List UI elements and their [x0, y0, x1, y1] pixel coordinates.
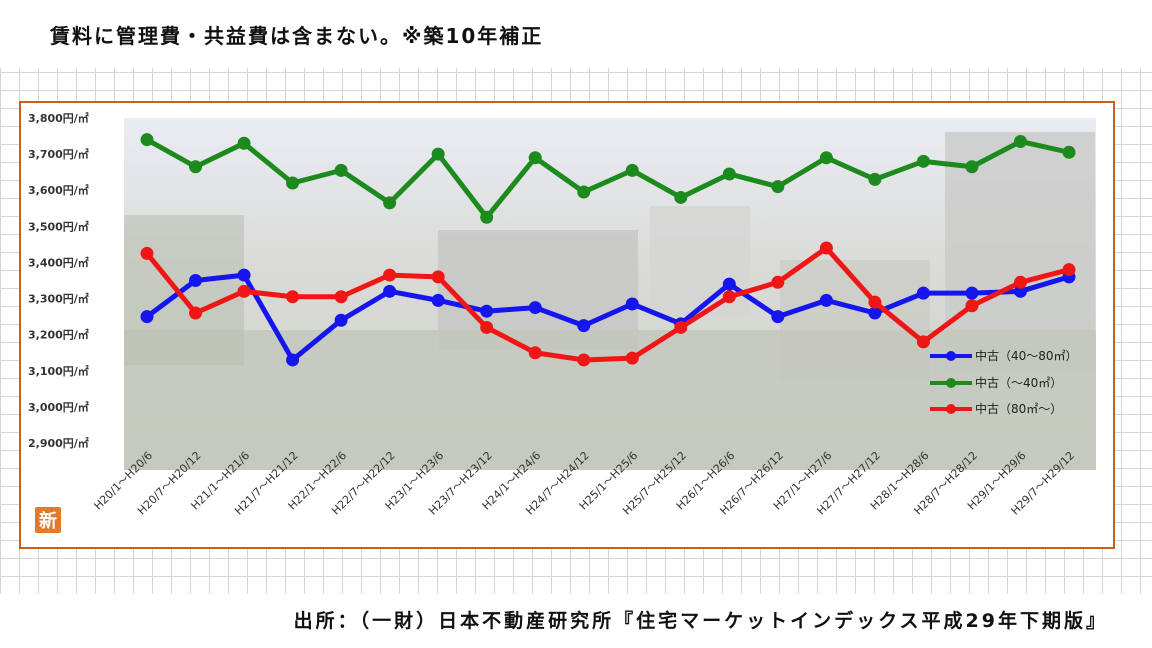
data-point	[868, 306, 882, 320]
legend-swatch-marker	[946, 404, 956, 414]
data-point	[625, 351, 639, 365]
header-band	[0, 0, 1152, 68]
data-point	[189, 160, 203, 174]
y-tick-label: 3,300円/㎡	[28, 292, 89, 306]
footer-band	[0, 594, 1152, 648]
data-point	[1013, 275, 1027, 289]
source-citation: 出所：（一財）日本不動産研究所『住宅マーケットインデックス平成29年下期版』	[293, 610, 1108, 632]
legend-swatch-marker	[946, 378, 956, 388]
legend-label: 中古（40～80㎡）	[975, 348, 1078, 363]
data-point	[334, 290, 348, 304]
y-axis: 3,800円/㎡ 3,700円/㎡ 3,600円/㎡ 3,500円/㎡ 3,400円/㎡…	[28, 111, 89, 450]
data-point	[819, 241, 833, 255]
data-point	[528, 301, 542, 315]
data-point	[868, 172, 882, 186]
data-point	[771, 180, 785, 194]
data-point	[383, 284, 397, 298]
data-point	[431, 293, 445, 307]
data-point	[237, 268, 251, 282]
data-point	[771, 275, 785, 289]
data-point	[819, 151, 833, 165]
x-axis: H20/1～H20/6H20/7～H20/12H21/1～H21/6H21/7～…	[92, 449, 1078, 518]
logo-badge: 新	[35, 507, 61, 533]
data-point	[916, 286, 930, 300]
data-point	[480, 320, 494, 334]
data-point	[237, 284, 251, 298]
data-point	[140, 310, 154, 324]
series-line	[144, 272, 1072, 363]
data-point	[480, 304, 494, 318]
legend-label: 中古（～40㎡）	[975, 375, 1062, 390]
y-tick-label: 3,800円/㎡	[28, 111, 89, 125]
data-point	[1062, 145, 1076, 159]
data-point	[625, 163, 639, 177]
legend: 中古（40～80㎡） 中古（～40㎡） 中古（80㎡～）	[930, 348, 1078, 416]
data-point	[334, 163, 348, 177]
data-point	[722, 290, 736, 304]
rent-note: 賃料に管理費・共益費は含まない。※築10年補正	[50, 24, 544, 48]
data-point	[625, 297, 639, 311]
data-point	[916, 154, 930, 168]
data-point	[237, 136, 251, 150]
legend-swatch-marker	[946, 351, 956, 361]
data-point	[868, 295, 882, 309]
y-tick-label: 2,900円/㎡	[28, 436, 89, 450]
data-point	[722, 277, 736, 291]
data-point	[140, 246, 154, 260]
data-point	[1062, 263, 1076, 277]
data-point	[480, 210, 494, 224]
data-point	[286, 290, 300, 304]
y-tick-label: 3,500円/㎡	[28, 219, 89, 233]
y-tick-label: 3,700円/㎡	[28, 147, 89, 161]
data-point	[577, 353, 591, 367]
data-point	[1013, 134, 1027, 148]
data-point	[189, 306, 203, 320]
data-point	[528, 346, 542, 360]
data-point	[771, 310, 785, 324]
series-layer	[140, 133, 1076, 367]
series-line	[144, 245, 1072, 363]
y-tick-label: 3,200円/㎡	[28, 328, 89, 342]
data-point	[965, 286, 979, 300]
data-point	[722, 167, 736, 181]
data-point	[286, 353, 300, 367]
data-point	[431, 147, 445, 161]
data-point	[965, 299, 979, 313]
series-line	[144, 137, 1072, 220]
data-point	[577, 185, 591, 199]
data-point	[140, 133, 154, 147]
data-point	[286, 176, 300, 190]
data-point	[528, 151, 542, 165]
data-point	[674, 320, 688, 334]
y-tick-label: 3,600円/㎡	[28, 183, 89, 197]
data-point	[674, 190, 688, 204]
data-point	[916, 335, 930, 349]
data-point	[1013, 284, 1027, 298]
legend-label: 中古（80㎡～）	[975, 401, 1062, 416]
data-point	[383, 268, 397, 282]
data-point	[577, 319, 591, 333]
data-point	[383, 196, 397, 210]
data-point	[819, 293, 833, 307]
y-tick-label: 3,400円/㎡	[28, 255, 89, 269]
data-point	[189, 274, 203, 287]
data-point	[334, 313, 348, 327]
data-point	[431, 270, 445, 284]
y-tick-label: 3,100円/㎡	[28, 364, 89, 378]
data-point	[965, 160, 979, 174]
y-tick-label: 3,000円/㎡	[28, 400, 89, 414]
